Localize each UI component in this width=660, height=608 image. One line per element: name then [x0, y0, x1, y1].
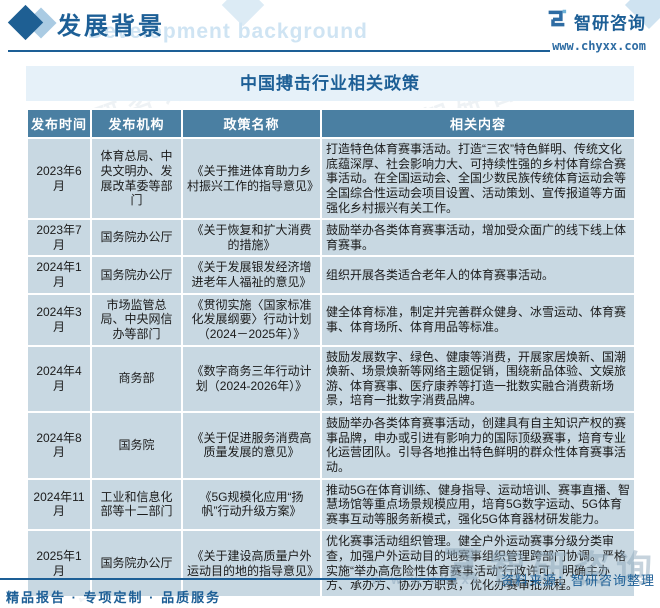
- cell-date: 2024年8月: [26, 411, 92, 480]
- column-header: 发布机构: [90, 108, 183, 139]
- brand-name: 智研咨询: [574, 13, 646, 33]
- table-row: 2024年4月 商务部 《数字商务三年行动计划（2024-2026年）》 鼓励发…: [26, 344, 636, 413]
- column-header: 发布时间: [26, 108, 92, 139]
- table-row: 2025年1月 国务院办公厅 《关于建设高质量户外运动目的地的指导意见》 优化赛…: [26, 529, 636, 598]
- cell-date: 2023年7月: [26, 218, 92, 258]
- table-row: 2024年3月 市场监管总局、中央网信办等部门 《贯彻实施〈国家标准化发展纲要〉…: [26, 292, 636, 347]
- cell-date: 2024年3月: [26, 292, 92, 347]
- table-title: 中国搏击行业相关政策: [26, 66, 634, 101]
- cell-content: 推动5G在体育训练、健身指导、运动培训、赛事直播、智慧场馆等重点场景规模应用，培…: [320, 477, 636, 532]
- footer-services: 精品报告 · 专项定制 · 品质服务: [6, 590, 222, 605]
- cell-policy-name: 《数字商务三年行动计划（2024-2026年）》: [181, 344, 322, 413]
- cell-date: 2024年1月: [26, 255, 92, 295]
- cell-content: 鼓励举办各类体育赛事活动，创建具有自主知识产权的赛事品牌，申办或引进有影响力的国…: [320, 411, 636, 480]
- page-title: 发展背景: [57, 13, 165, 40]
- cell-content: 组织开展各类适合老年人的体育赛事活动。: [320, 255, 636, 295]
- policy-table-section: 中国搏击行业相关政策 发布时间 发布机构 政策名称 相关内容: [26, 66, 636, 598]
- cell-policy-name: 《关于建设高质量户外运动目的地的指导意见》: [181, 529, 322, 598]
- cell-content: 鼓励举办各类体育赛事活动，增加受众面广的线下线上体育赛事。: [320, 218, 636, 258]
- cell-agency: 体育总局、中央文明办、发展改革委等部门: [90, 136, 183, 221]
- cell-content: 鼓励发展数字、绿色、健康等消费，开展家居焕新、国潮焕新、场景焕新等网络主题促销，…: [320, 344, 636, 413]
- table-header-row: 发布时间 发布机构 政策名称 相关内容: [26, 108, 636, 139]
- cell-policy-name: 《关于发展银发经济增进老年人福祉的意见》: [181, 255, 322, 295]
- column-header: 相关内容: [320, 108, 636, 139]
- cell-content: 健全体育标准，制定并完善群众健身、冰雪运动、体育赛事、体育场所、体育用品等标准。: [320, 292, 636, 347]
- cell-date: 2024年11月: [26, 477, 92, 532]
- cell-agency: 工业和信息化部等十二部门: [90, 477, 183, 532]
- cell-agency: 市场监管总局、中央网信办等部门: [90, 292, 183, 347]
- brand-logo-icon: [546, 8, 567, 34]
- cell-policy-name: 《5G规模化应用“扬帆”行动升级方案》: [181, 477, 322, 532]
- policy-table: 发布时间 发布机构 政策名称 相关内容 2023年6月 体育总局、中央文明办、发…: [26, 108, 636, 598]
- footer-divider: [0, 578, 456, 580]
- cell-policy-name: 《关于推进体育助力乡村振兴工作的指导意见》: [181, 136, 322, 221]
- cell-policy-name: 《贯彻实施〈国家标准化发展纲要〉行动计划（2024－2025年）》: [181, 292, 322, 347]
- cell-agency: 国务院办公厅: [90, 218, 183, 258]
- table-row: 2024年11月 工业和信息化部等十二部门 《5G规模化应用“扬帆”行动升级方案…: [26, 477, 636, 532]
- header-divider: [8, 50, 550, 52]
- page-header: Development background 发展背景 智研咨询 www.chy…: [0, 0, 660, 56]
- cell-date: 2024年4月: [26, 344, 92, 413]
- cell-date: 2025年1月: [26, 529, 92, 598]
- cell-content: 优化赛事活动组织管理。健全户外运动赛事分级分类审查，加强户外运动目的地赛事组织管…: [320, 529, 636, 598]
- brand-url: www.chyxx.com: [552, 39, 646, 53]
- cell-agency: 商务部: [90, 344, 183, 413]
- cell-date: 2023年6月: [26, 136, 92, 221]
- cell-content: 打造特色体育赛事活动。打造“三农”特色鲜明、传统文化底蕴深厚、社会影响力大、可持…: [320, 136, 636, 221]
- header-subtitle-en: Development background: [88, 20, 368, 43]
- cell-policy-name: 《关于恢复和扩大消费的措施》: [181, 218, 322, 258]
- cell-agency: 国务院: [90, 411, 183, 480]
- table-row: 2023年7月 国务院办公厅 《关于恢复和扩大消费的措施》 鼓励举办各类体育赛事…: [26, 218, 636, 258]
- data-source-note: 资料来源：智研咨询整理: [500, 573, 655, 588]
- column-header: 政策名称: [181, 108, 322, 139]
- table-row: 2024年8月 国务院 《关于促进服务消费高质量发展的意见》 鼓励举办各类体育赛…: [26, 411, 636, 480]
- table-row: 2023年6月 体育总局、中央文明办、发展改革委等部门 《关于推进体育助力乡村振…: [26, 136, 636, 221]
- cell-agency: 国务院办公厅: [90, 529, 183, 598]
- brand-block: 智研咨询 www.chyxx.com: [546, 8, 646, 53]
- table-row: 2024年1月 国务院办公厅 《关于发展银发经济增进老年人福祉的意见》 组织开展…: [26, 255, 636, 295]
- cell-agency: 国务院办公厅: [90, 255, 183, 295]
- cell-policy-name: 《关于促进服务消费高质量发展的意见》: [181, 411, 322, 480]
